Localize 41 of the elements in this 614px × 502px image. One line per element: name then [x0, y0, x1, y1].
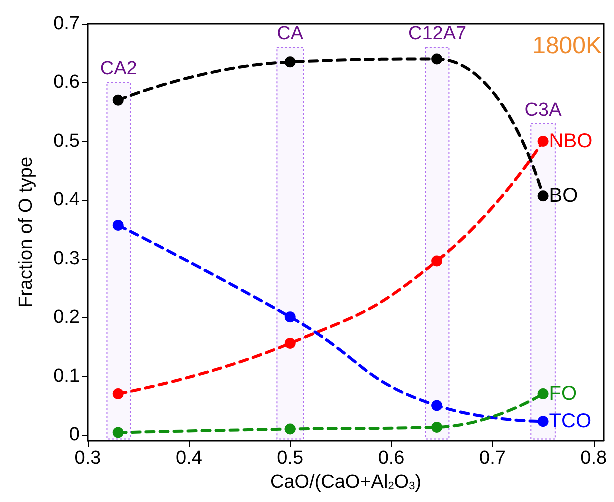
point: [432, 256, 443, 267]
point: [284, 56, 296, 68]
point: [432, 54, 443, 65]
y-tick-label: 0.5: [54, 130, 80, 152]
x-tick-label: 0.3: [74, 448, 102, 469]
band-label: CA: [277, 23, 304, 44]
point: [284, 312, 296, 323]
point: [284, 338, 296, 349]
x-tick-label: 0.6: [378, 448, 405, 469]
annotation: 1800K: [532, 32, 602, 60]
point: [538, 388, 549, 400]
x-tick-label: 0.5: [277, 448, 304, 469]
point: [432, 400, 443, 412]
band-label: CA2: [100, 58, 138, 80]
y-tick-label: 0.7: [54, 14, 80, 34]
point: [538, 416, 549, 428]
y-tick-label: 0.2: [54, 307, 80, 328]
y-tick-label: 0.1: [54, 366, 80, 387]
point: [538, 136, 549, 147]
band-label: C12A7: [408, 23, 467, 44]
x-axis-title: CaO/(CaO+Al2O3): [270, 472, 422, 493]
point: [432, 422, 443, 433]
point: [284, 424, 296, 435]
series-label: BO: [549, 185, 578, 208]
y-tick-label: 0.3: [54, 248, 80, 270]
point: [538, 190, 549, 202]
series-label: TCO: [549, 410, 592, 433]
band-label: C3A: [524, 100, 562, 121]
series-label: FO: [549, 383, 578, 406]
series-label: NBO: [549, 130, 593, 152]
y-tick-label: 0: [69, 424, 80, 446]
x-tick-label: 0.8: [580, 448, 608, 469]
point: [112, 94, 124, 106]
y-axis-title: Fraction of O type: [16, 156, 37, 308]
point: [112, 220, 124, 231]
y-tick-label: 0.6: [54, 72, 80, 94]
point: [112, 427, 124, 438]
y-tick-label: 0.4: [54, 190, 80, 211]
x-tick-label: 0.4: [176, 448, 203, 469]
x-tick-label: 0.7: [479, 448, 506, 469]
point: [112, 388, 124, 400]
